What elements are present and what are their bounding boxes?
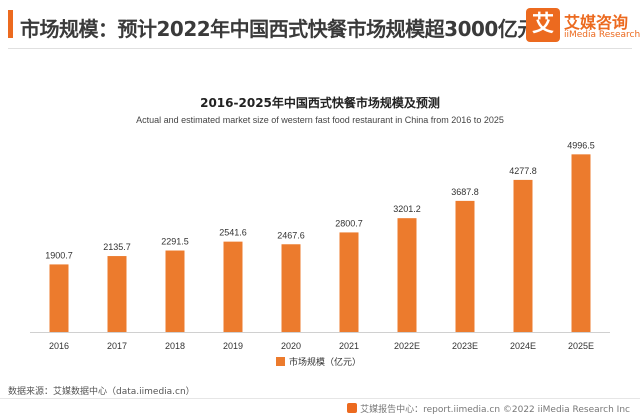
- header-divider: [8, 48, 632, 49]
- x-tick-label-2022E: 2022E: [394, 341, 420, 351]
- page-title: 市场规模：预计2022年中国西式快餐市场规模超3000亿元: [20, 17, 537, 41]
- bar-2022E: [397, 218, 417, 332]
- x-tick-label-2017: 2017: [107, 341, 127, 351]
- data-source: 数据来源：艾媒数据中心（data.iimedia.cn）: [8, 387, 195, 397]
- brand-logo: 艾 艾媒咨询 iiMedia Research: [526, 8, 640, 44]
- legend-label: 市场规模（亿元）: [289, 358, 362, 368]
- bar-2025E: [571, 154, 591, 332]
- chart-legend: 市场规模（亿元）: [276, 355, 361, 368]
- x-tick-label-2020: 2020: [281, 341, 301, 351]
- data-label-2021: 2800.7: [335, 218, 363, 228]
- x-tick-label-2025E: 2025E: [568, 341, 594, 351]
- bar-2021: [339, 232, 359, 332]
- data-label-2016: 1900.7: [45, 250, 73, 260]
- bar-2016: [49, 264, 69, 332]
- data-label-2018: 2291.5: [161, 237, 189, 247]
- data-label-2017: 2135.7: [103, 242, 131, 252]
- x-tick-label-2016: 2016: [49, 341, 69, 351]
- brand-logo-mark: 艾: [526, 8, 560, 42]
- header-accent-bar: [8, 10, 13, 38]
- x-tick-label-2023E: 2023E: [452, 341, 478, 351]
- data-label-2020: 2467.6: [277, 230, 305, 240]
- brand-name-cn: 艾媒咨询: [564, 13, 629, 32]
- legend-swatch: [276, 357, 285, 366]
- brand-name-en: iiMedia Research: [564, 30, 640, 40]
- bar-2023E: [455, 200, 475, 332]
- chart-title: 2016-2025年中国西式快餐市场规模及预测: [200, 96, 440, 110]
- data-label-2024E: 4277.8: [509, 166, 537, 176]
- data-label-2019: 2541.6: [219, 228, 247, 238]
- bar-2024E: [513, 179, 533, 332]
- x-tick-label-2019: 2019: [223, 341, 243, 351]
- chart-subtitle: Actual and estimated market size of west…: [136, 115, 504, 125]
- bar-2020: [281, 244, 301, 332]
- x-tick-label-2018: 2018: [165, 341, 185, 351]
- data-label-2022E: 3201.2: [393, 204, 421, 214]
- footer-credit: 艾媒报告中心：report.iimedia.cn ©2022 iiMedia R…: [347, 402, 630, 415]
- x-tick-label-2024E: 2024E: [510, 341, 536, 351]
- footer-divider: [0, 398, 640, 399]
- data-label-2025E: 4996.5: [567, 140, 595, 150]
- footer-logo-icon: [347, 403, 358, 413]
- bar-2019: [223, 241, 243, 332]
- x-tick-label-2021: 2021: [339, 341, 359, 351]
- bar-2018: [165, 250, 185, 332]
- footer-text: 艾媒报告中心：report.iimedia.cn ©2022 iiMedia R…: [360, 405, 630, 415]
- bar-2017: [107, 256, 127, 332]
- data-label-2023E: 3687.8: [451, 187, 479, 197]
